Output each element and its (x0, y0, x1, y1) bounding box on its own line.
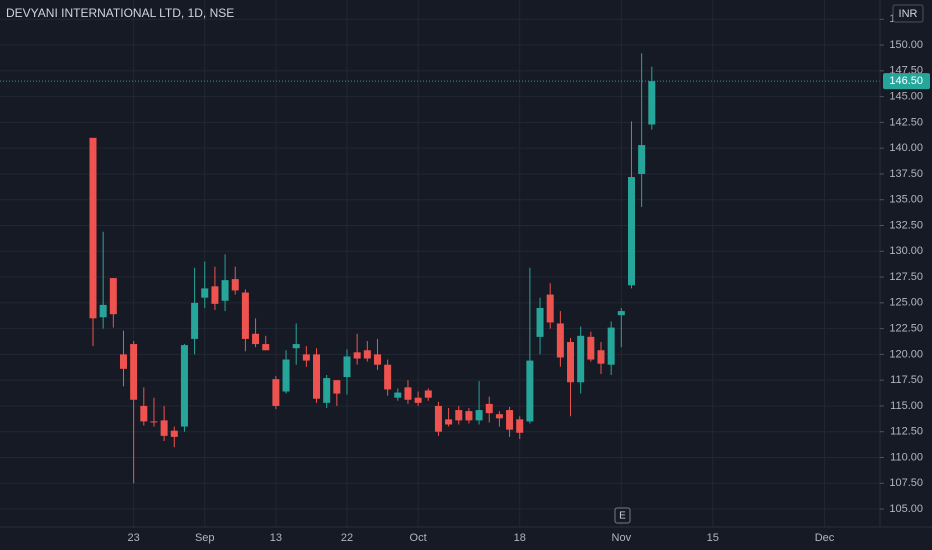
y-tick-label: 120.00 (889, 348, 923, 360)
candle-body (536, 307, 544, 337)
candle-body (282, 359, 290, 392)
y-tick-label: 127.50 (889, 271, 923, 283)
y-tick-label: 132.50 (889, 219, 923, 231)
candle-body (191, 302, 199, 339)
candle-body (434, 405, 442, 432)
y-tick-label: 117.50 (890, 374, 923, 386)
candle-body (150, 421, 158, 423)
candle-body (292, 344, 300, 349)
candle-body (617, 311, 625, 316)
earnings-label[interactable]: E (619, 511, 626, 522)
earnings-marker[interactable] (614, 507, 631, 524)
candle-body (272, 379, 280, 406)
candles (0, 53, 880, 484)
candle-body (302, 354, 310, 361)
y-tick-label: 105.00 (889, 503, 923, 515)
y-tick-label: 140.00 (889, 142, 923, 154)
candle-body (587, 336, 595, 360)
grid (0, 0, 880, 527)
candle-body (648, 81, 656, 125)
candle-body (160, 420, 168, 436)
currency-box[interactable] (892, 4, 924, 23)
x-tick-label: 18 (514, 532, 526, 544)
y-tick-label: 130.00 (889, 245, 923, 257)
candle-body (414, 397, 422, 403)
candle-body (343, 356, 351, 378)
y-tick-label: 110.00 (890, 451, 923, 463)
candle-body (99, 304, 107, 318)
candle-body (231, 279, 239, 291)
y-tick-label: 142.50 (889, 116, 923, 128)
y-tick-label: 112.50 (890, 426, 923, 438)
candle-body (516, 419, 524, 433)
x-tick-label: Nov (612, 532, 632, 544)
candle-body (373, 354, 381, 365)
x-tick-label: 13 (270, 532, 282, 544)
x-tick-label: 22 (341, 532, 353, 544)
candle-body (506, 410, 514, 430)
candle-body (495, 414, 503, 419)
x-tick-label: 15 (707, 532, 719, 544)
candle-body (475, 410, 483, 421)
candle-body (597, 350, 605, 364)
candle-body (333, 380, 341, 394)
x-tick-label: Dec (815, 532, 835, 544)
candle-body (170, 430, 178, 437)
candle-body (262, 344, 270, 351)
candle-body (404, 387, 412, 400)
candle-body (465, 411, 473, 421)
candle-body (445, 419, 453, 425)
candle-body (313, 354, 321, 399)
x-tick-label: Oct (410, 532, 427, 544)
candle-body (119, 354, 127, 369)
candle-body (140, 405, 148, 422)
candle-body (546, 294, 554, 323)
candle-body (526, 360, 534, 422)
candle-body (211, 286, 219, 304)
y-tick-label: 145.00 (889, 91, 923, 103)
y-tick-label: 150.00 (889, 39, 923, 51)
candle-body (353, 352, 361, 359)
candle-body (109, 278, 117, 315)
candle-body (455, 410, 463, 421)
y-tick-label: 137.50 (889, 168, 923, 180)
y-tick-label: 125.00 (889, 297, 923, 309)
candle-body (638, 145, 646, 174)
y-tick-label: 115.00 (890, 400, 923, 412)
candle-body (384, 364, 392, 390)
last-price-label: 146.50 (889, 75, 923, 87)
y-tick-label: 135.00 (889, 194, 923, 206)
y-tick-label: 122.50 (889, 323, 923, 335)
candle-body (130, 344, 138, 400)
x-tick-label: 23 (128, 532, 140, 544)
candle-body (424, 390, 432, 398)
candle-body (627, 177, 635, 286)
candle-body (252, 333, 260, 345)
candle-body (201, 288, 209, 298)
candle-body (556, 323, 564, 358)
candle-body (89, 137, 97, 319)
currency[interactable]: INR (899, 8, 918, 20)
x-tick-label: Sep (195, 532, 215, 544)
chart-title: DEVYANI INTERNATIONAL LTD, 1D, NSE (6, 6, 234, 20)
candle-body (241, 292, 249, 339)
labels: 105.00 107.50 110.00 112.50 115.00 117.50 120.… (128, 13, 930, 544)
candle-body (394, 392, 402, 398)
candle-body (221, 280, 229, 301)
candle-body (607, 327, 615, 365)
candle-body (577, 335, 585, 383)
last-price-box (883, 73, 930, 90)
candle-body (485, 403, 493, 414)
y-tick-label: 107.50 (889, 477, 923, 489)
candle-body (180, 345, 188, 427)
candle-body (363, 350, 371, 359)
candle-body (323, 378, 331, 403)
candle-body (567, 342, 575, 383)
